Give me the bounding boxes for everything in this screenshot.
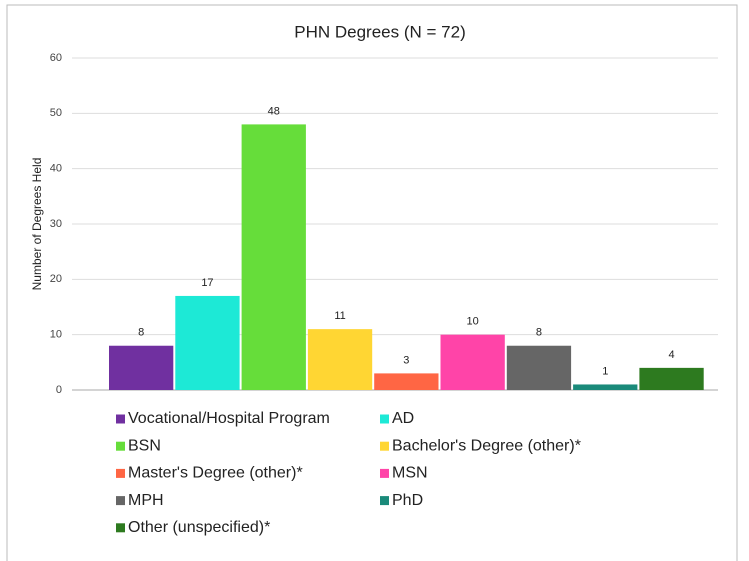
legend-label: PhD [392,492,423,509]
bar [109,345,174,390]
legend-label: Bachelor's Degree (other)* [392,437,581,454]
value-label: 4 [668,349,674,361]
y-tick-label: 10 [50,329,62,341]
value-label: 48 [268,105,280,117]
legend-swatch [116,523,125,533]
legend-label: Other (unspecified)* [128,519,270,536]
legend-swatch [116,441,125,451]
legend-swatch [380,414,389,424]
bar [440,334,505,390]
legend-label: Master's Degree (other)* [128,465,303,482]
bar [175,295,240,390]
legend-swatch [380,441,389,451]
bar [307,329,373,390]
bar [506,345,572,390]
value-label: 8 [138,327,144,339]
y-tick-label: 50 [50,107,62,119]
y-tick-label: 30 [50,218,62,230]
legend-swatch [116,414,125,424]
legend-swatch [380,468,389,478]
chart-border [6,4,738,561]
value-label: 3 [403,354,409,366]
y-tick-label: 0 [56,384,62,396]
bar [241,124,306,391]
legend-label: BSN [128,437,161,454]
legend-label: MSN [392,465,428,482]
y-tick-label: 40 [50,163,62,175]
value-label: 17 [201,277,213,289]
y-tick-label: 20 [50,273,62,285]
value-label: 8 [536,327,542,339]
value-label: 10 [467,316,479,328]
legend-swatch [116,468,125,478]
legend-label: MPH [128,492,164,509]
bar [374,373,439,390]
legend-swatch [380,496,389,506]
y-axis-label: Number of Degrees Held [30,158,44,291]
legend-swatch [116,496,125,506]
chart-title: PHN Degrees (N = 72) [294,22,465,41]
y-tick-label: 60 [50,52,62,64]
bar [639,367,704,390]
value-label: 11 [334,310,345,322]
legend-label: AD [392,410,414,427]
bar [573,384,638,390]
value-label: 1 [602,365,608,377]
legend-label: Vocational/Hospital Program [128,410,330,427]
